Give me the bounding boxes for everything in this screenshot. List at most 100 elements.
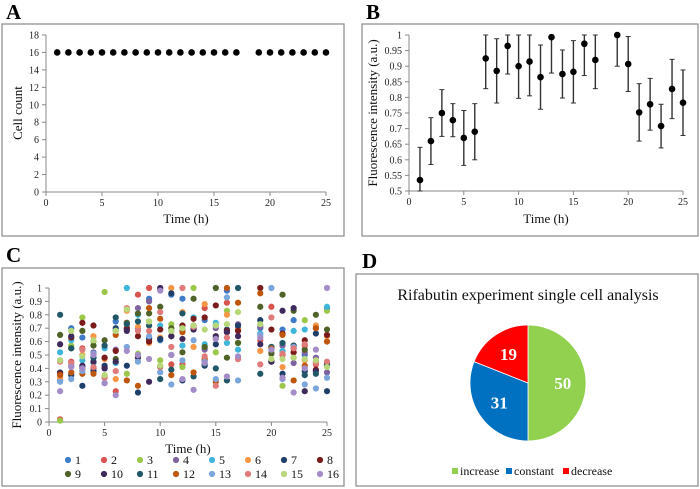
- panel-a-y-tick-label: 6: [34, 135, 39, 146]
- panel-c-point-series-12: [57, 372, 64, 379]
- panel-c-point-series-15: [68, 327, 75, 334]
- panel-a-y-tick-label: 16: [29, 48, 39, 59]
- legend-marker-14: [244, 470, 252, 478]
- panel-a-x-tick-label: 5: [100, 198, 105, 209]
- panel-c-point-series-12: [68, 369, 75, 376]
- panel-a-point: [87, 49, 95, 56]
- panel-c-point-series-11: [257, 370, 264, 377]
- panel-c-point-series-12: [290, 377, 297, 384]
- panel-c-point-series-3: [79, 314, 86, 321]
- legend-marker-7: [280, 456, 288, 464]
- panel-c-point-series-11: [168, 366, 175, 373]
- panel-a-point: [154, 49, 162, 56]
- panel-c-point-series-8: [157, 326, 164, 333]
- legend-label-decrease: decrease: [571, 464, 612, 478]
- panel-b-point: [592, 56, 599, 64]
- panel-c-point-series-14: [112, 367, 119, 375]
- panel-c-point-series-16: [134, 351, 142, 359]
- panel-a-point: [233, 49, 240, 56]
- panel-c-point-series-6: [223, 311, 231, 318]
- panel-a-point: [311, 49, 319, 56]
- panel-b-point: [679, 99, 687, 107]
- panel-b-point: [635, 109, 643, 116]
- panel-c-point-series-2: [134, 291, 142, 298]
- panel-c-point-series-6: [112, 376, 119, 383]
- panel-c-point-series-15: [323, 363, 331, 371]
- panel-c-point-series-5: [179, 342, 186, 349]
- panel-c-point-series-8: [101, 354, 108, 361]
- panel-b-point: [504, 42, 511, 50]
- panel-c-point-series-1: [290, 317, 297, 324]
- legend-label-15: 15: [291, 467, 303, 481]
- panel-c-point-series-15: [168, 327, 175, 334]
- panel-c-point-series-15: [145, 318, 153, 325]
- legend-label-6: 6: [255, 453, 261, 467]
- pie-label-constant: 31: [491, 394, 508, 413]
- panel-c-point-series-14: [201, 353, 208, 360]
- panel-b-point: [624, 60, 632, 68]
- panel-c-point-series-2: [168, 361, 175, 368]
- panel-c-point-series-9: [212, 284, 219, 292]
- panel-c-point-series-15: [79, 353, 86, 360]
- panel-b-point: [613, 31, 621, 39]
- panel-c-point-series-15: [123, 306, 130, 313]
- panel-c-point-series-14: [79, 346, 86, 353]
- panel-b-point: [427, 137, 435, 145]
- panel-c-point-series-16: [268, 346, 275, 353]
- panel-c-point-series-3: [179, 363, 186, 371]
- panel-c-y-tick-label: 0.4: [30, 364, 43, 375]
- panel-b-point: [570, 68, 577, 76]
- panel-c-point-series-7: [323, 388, 331, 395]
- panel-c-point-series-16: [168, 351, 175, 359]
- legend-label-4: 4: [183, 453, 189, 467]
- panel-c-point-series-15: [212, 322, 219, 329]
- panel-a-xlabel: Time (h): [163, 211, 208, 226]
- panel-c-point-series-15: [201, 326, 208, 333]
- panel-c-point-series-16: [79, 365, 86, 372]
- legend-marker-3: [136, 456, 144, 464]
- legend-label-3: 3: [147, 453, 153, 467]
- panel-c-point-series-13: [145, 333, 153, 340]
- panel-c-point-series-6: [279, 363, 286, 371]
- panel-b-y-tick-label: 0.6: [390, 155, 403, 166]
- panel-a-y-tick-label: 18: [29, 31, 39, 42]
- legend-swatch-constant: [506, 468, 512, 474]
- panel-c-y-tick-label: 0.2: [30, 391, 43, 402]
- panel-c-y-tick-label: 0.8: [30, 310, 43, 321]
- panel-c-point-series-16: [212, 335, 219, 343]
- panel-c-point-series-16: [179, 376, 186, 383]
- pie-slice-increase: [527, 324, 587, 442]
- panel-c-point-series-12: [190, 369, 197, 376]
- panel-c-point-series-13: [168, 381, 175, 388]
- panel-c-point-series-15: [190, 322, 197, 329]
- panel-c-point-series-14: [212, 382, 219, 389]
- panel-c-y-tick-label: 0.7: [30, 324, 43, 335]
- panel-c-x-tick-label: 20: [266, 428, 276, 439]
- panel-b-y-tick-label: 0.55: [385, 171, 403, 182]
- panel-c-point-series-15: [290, 354, 297, 361]
- panel-c-point-series-5: [234, 346, 242, 353]
- panel-c-point-series-11: [112, 314, 119, 321]
- panel-c-point-series-9: [279, 291, 286, 298]
- panel-c-point-series-10: [101, 365, 108, 372]
- legend-label-13: 13: [219, 467, 231, 481]
- panel-b-point: [537, 73, 544, 81]
- legend-swatch-decrease: [563, 468, 569, 474]
- panel-c-point-series-3: [212, 349, 219, 356]
- panel-a-point: [266, 49, 274, 56]
- panel-c-ylabel: Fluorescence intensity (a.u.): [9, 281, 24, 428]
- pie-slice-constant: [469, 361, 529, 442]
- panel-c-point-series-5: [290, 327, 297, 334]
- legend-label-5: 5: [219, 453, 225, 467]
- panel-c-point-series-14: [290, 345, 297, 352]
- panel-a-point: [121, 49, 128, 56]
- panel-c-point-series-16: [223, 373, 231, 380]
- panel-c-point-series-10: [234, 333, 242, 340]
- pie-label-decrease: 19: [500, 345, 517, 364]
- panel-c-x-tick-label: 5: [102, 428, 107, 439]
- panel-b-y-tick-label: 1: [397, 31, 402, 42]
- panel-c-point-series-14: [179, 284, 186, 292]
- panel-c-point-series-4: [134, 305, 142, 312]
- panel-b-x-tick-label: 25: [678, 197, 688, 208]
- legend-marker-4: [172, 456, 180, 464]
